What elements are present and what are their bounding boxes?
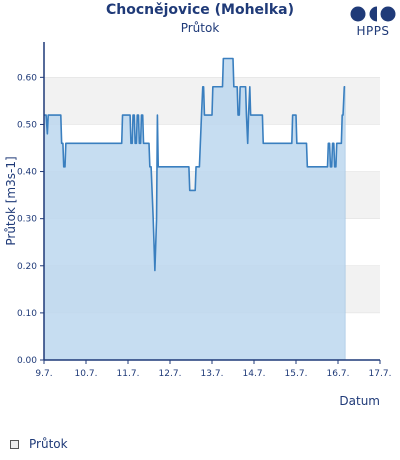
x-tick-label: 12.7. bbox=[159, 369, 182, 379]
y-tick-label: 0.10 bbox=[17, 309, 37, 319]
y-tick-labels: 0.00 0.10 0.20 0.30 0.40 0.50 0.60 bbox=[17, 73, 44, 366]
chart-title: Chocnějovice (Mohelka) bbox=[106, 2, 294, 18]
x-tick-label: 11.7. bbox=[117, 369, 140, 379]
legend-label[interactable]: Průtok bbox=[29, 437, 68, 451]
y-axis-title: Průtok [m3s-1] bbox=[4, 156, 18, 245]
hpps-logo-icon bbox=[350, 6, 396, 22]
legend[interactable]: Průtok bbox=[10, 437, 68, 451]
x-tick-label: 14.7. bbox=[243, 369, 266, 379]
y-tick-label: 0.30 bbox=[17, 215, 37, 225]
hpps-logo: HPPS bbox=[346, 5, 400, 45]
x-tick-label: 16.7. bbox=[327, 369, 350, 379]
chart-subtitle: Průtok bbox=[180, 21, 220, 35]
y-tick-label: 0.40 bbox=[17, 168, 37, 178]
x-tick-labels: 9.7. 10.7. 11.7. 12.7. 13.7. 14.7. 15.7. 16.7. 1… bbox=[35, 360, 391, 379]
y-tick-label: 0.20 bbox=[17, 262, 37, 272]
x-axis-title: Datum bbox=[339, 394, 380, 408]
x-tick-label: 13.7. bbox=[201, 369, 224, 379]
x-tick-label: 9.7. bbox=[35, 369, 52, 379]
x-tick-label: 15.7. bbox=[285, 369, 308, 379]
grid-band bbox=[44, 42, 380, 78]
y-tick-label: 0.60 bbox=[17, 73, 37, 83]
flow-chart: 0.00 0.10 0.20 0.30 0.40 0.50 0.60 9.7. 10.7. 11… bbox=[4, 42, 391, 408]
y-tick-label: 0.50 bbox=[17, 120, 37, 130]
x-tick-label: 17.7. bbox=[369, 369, 392, 379]
series-area-layer bbox=[43, 57, 346, 361]
series-line bbox=[44, 57, 346, 272]
y-tick-label: 0.00 bbox=[17, 356, 37, 366]
logo-text: HPPS bbox=[356, 24, 390, 38]
legend-swatch-icon[interactable] bbox=[10, 439, 19, 449]
x-tick-label: 10.7. bbox=[75, 369, 98, 379]
